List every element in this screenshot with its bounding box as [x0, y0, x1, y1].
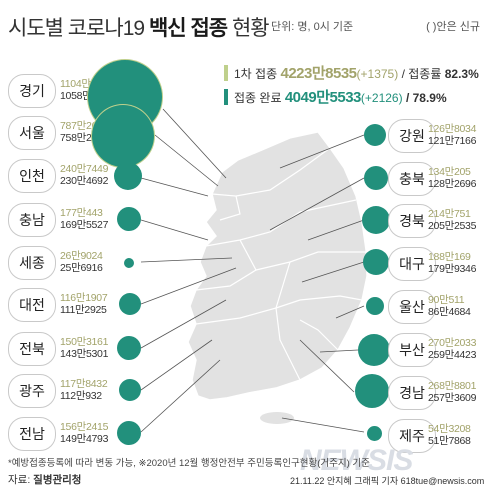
circle-complete-gwangju [119, 379, 141, 401]
circle-complete-jeonnam [117, 421, 141, 445]
region-label-chungnam: 충남 [8, 203, 56, 237]
region-values-jeonnam: 156만2415 149만4793 [60, 421, 109, 445]
region-values-gyeongbuk: 214만751 205만2535 [428, 208, 477, 232]
connector-lines [140, 108, 365, 433]
region-values-gangwon: 126만8034 121만7166 [428, 123, 477, 147]
circle-complete-chungnam [117, 207, 141, 231]
circle-complete-seoul [92, 105, 154, 167]
region-label-daejeon: 대전 [8, 288, 56, 322]
circle-complete-ulsan [366, 297, 384, 315]
region-values-busan: 270만2033 259만4423 [428, 337, 477, 361]
circle-complete-daegu [363, 249, 389, 275]
region-values-jeonbuk: 150만3161 143만5301 [60, 336, 109, 360]
region-label-busan: 부산 [388, 333, 436, 367]
region-label-incheon: 인천 [8, 159, 56, 193]
circle-complete-chungbuk [364, 166, 388, 190]
korea-peninsula-shape [187, 131, 368, 401]
region-values-chungnam: 177만443 169만5527 [60, 207, 109, 231]
region-label-daegu: 대구 [388, 247, 436, 281]
summary-first-dose: 1차 접종 4223만8535(+1375) / 접종률 82.3% [224, 62, 479, 83]
summary-complete: 접종 완료 4049만5533(+2126) / 78.9% [224, 86, 447, 107]
region-label-gangwon: 강원 [388, 119, 436, 153]
circle-complete-gyeongbuk [362, 206, 390, 234]
page-title: 시도별 코로나19 백신 접종 현황 [8, 17, 270, 40]
jeju-island [260, 412, 294, 424]
region-values-chungbuk: 134만205 128만2696 [428, 166, 477, 190]
footnote: *예방접종등록에 따라 변동 가능, ※2020년 12월 행정안전부 주민등록… [8, 458, 370, 469]
circle-complete-incheon [114, 162, 142, 190]
region-values-sejong: 26만9024 25만6916 [60, 250, 103, 274]
unit-note: 단위: 명, 0시 기준 [271, 21, 354, 33]
region-label-gwangju: 광주 [8, 374, 56, 408]
region-label-gyeongbuk: 경북 [388, 204, 436, 238]
province-borders [195, 147, 366, 381]
newsis-watermark: NEWSIS [300, 444, 413, 477]
complete-legend-bar [224, 89, 228, 105]
region-label-jeju: 제주 [388, 419, 436, 453]
circle-complete-gangwon [364, 124, 386, 146]
region-label-sejong: 세종 [8, 246, 56, 280]
new-legend: ( )안은 신규 [426, 21, 480, 33]
circle-complete-gyeongnam [355, 374, 389, 408]
circle-complete-jeonbuk [117, 336, 141, 360]
first-dose-legend-bar [224, 65, 228, 81]
region-values-gwangju: 117만8432 112만932 [60, 378, 108, 402]
region-values-daejeon: 116만1907 111만2925 [60, 292, 108, 316]
circle-complete-daejeon [119, 293, 141, 315]
circle-complete-busan [358, 334, 390, 366]
region-values-gyeongnam: 268만8801 257만3609 [428, 380, 477, 404]
region-label-jeonbuk: 전북 [8, 332, 56, 366]
source-line: 자료: 질병관리청 [8, 474, 82, 486]
region-label-gyeonggi: 경기 [8, 74, 56, 108]
region-values-incheon: 240만7449 230만4692 [60, 163, 109, 187]
region-values-ulsan: 90만511 86만4684 [428, 294, 471, 318]
credit-line: 21.11.22 안지혜 그래픽 기자 618tue@newsis.com [290, 476, 485, 486]
region-label-ulsan: 울산 [388, 290, 436, 324]
circle-complete-sejong [124, 258, 134, 268]
region-values-daegu: 188만169 179만9346 [428, 251, 477, 275]
region-values-jeju: 54만3208 51만7868 [428, 423, 471, 447]
circle-complete-jeju [367, 426, 382, 441]
region-label-chungbuk: 충북 [388, 162, 436, 196]
region-label-seoul: 서울 [8, 116, 56, 150]
region-label-jeonnam: 전남 [8, 417, 56, 451]
region-label-gyeongnam: 경남 [388, 376, 436, 410]
